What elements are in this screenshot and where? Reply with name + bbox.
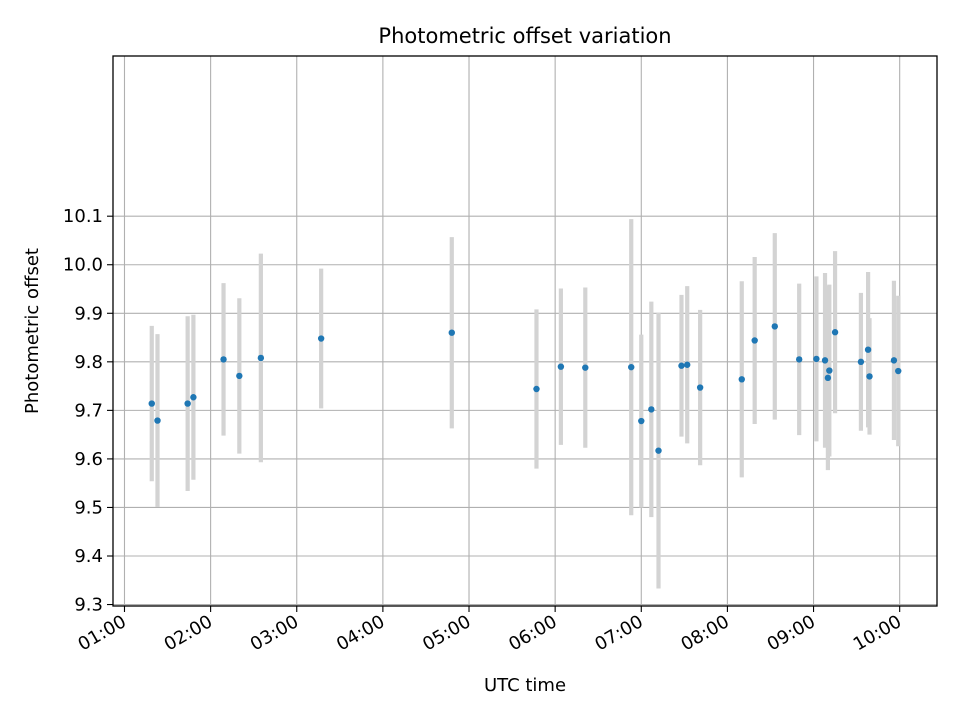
data-point	[148, 400, 155, 407]
y-axis-title: Photometric offset	[22, 248, 43, 414]
data-point	[813, 355, 820, 363]
y-tick-label: 9.4	[74, 546, 103, 567]
data-point	[895, 367, 902, 375]
data-point	[582, 364, 589, 371]
data-point	[864, 346, 872, 353]
data-point	[628, 363, 635, 371]
data-point	[826, 367, 833, 374]
y-axis-ticks: 9.3 9.4 9.5 9.6 9.7 9.8 9.9 10.0 10.1	[63, 206, 113, 616]
data-point	[317, 335, 325, 342]
data-point	[795, 356, 803, 363]
data-point	[154, 417, 161, 424]
data-point	[557, 363, 565, 370]
data-point	[824, 374, 832, 382]
data-points	[148, 323, 902, 454]
data-point	[751, 337, 758, 344]
data-point	[678, 362, 685, 369]
y-tick-label: 10.0	[63, 255, 103, 276]
data-point	[890, 357, 898, 364]
data-point	[190, 394, 197, 401]
data-point	[738, 376, 745, 383]
y-tick-label: 9.7	[74, 400, 103, 421]
x-axis-title: UTC time	[484, 675, 566, 696]
data-point	[821, 357, 829, 364]
data-point	[184, 400, 191, 407]
data-point	[696, 384, 704, 391]
data-point	[655, 447, 662, 454]
y-tick-label: 9.9	[74, 303, 103, 324]
plot-frame	[112, 55, 938, 607]
chart-title: Photometric offset variation	[378, 24, 671, 48]
data-point	[220, 356, 227, 363]
y-tick-label: 9.8	[74, 352, 103, 373]
data-point	[771, 323, 778, 330]
data-point	[648, 406, 655, 413]
y-tick-label: 9.6	[74, 449, 103, 470]
data-point	[257, 354, 265, 362]
data-point	[857, 358, 865, 366]
data-point	[638, 417, 645, 425]
data-point	[448, 329, 455, 336]
data-point	[684, 361, 691, 368]
data-point	[866, 373, 873, 380]
data-point	[533, 385, 540, 393]
y-tick-label: 9.5	[74, 497, 103, 518]
y-tick-label: 9.3	[74, 595, 103, 616]
y-tick-label: 10.1	[63, 206, 103, 227]
data-point	[236, 372, 243, 380]
data-point	[831, 329, 839, 336]
